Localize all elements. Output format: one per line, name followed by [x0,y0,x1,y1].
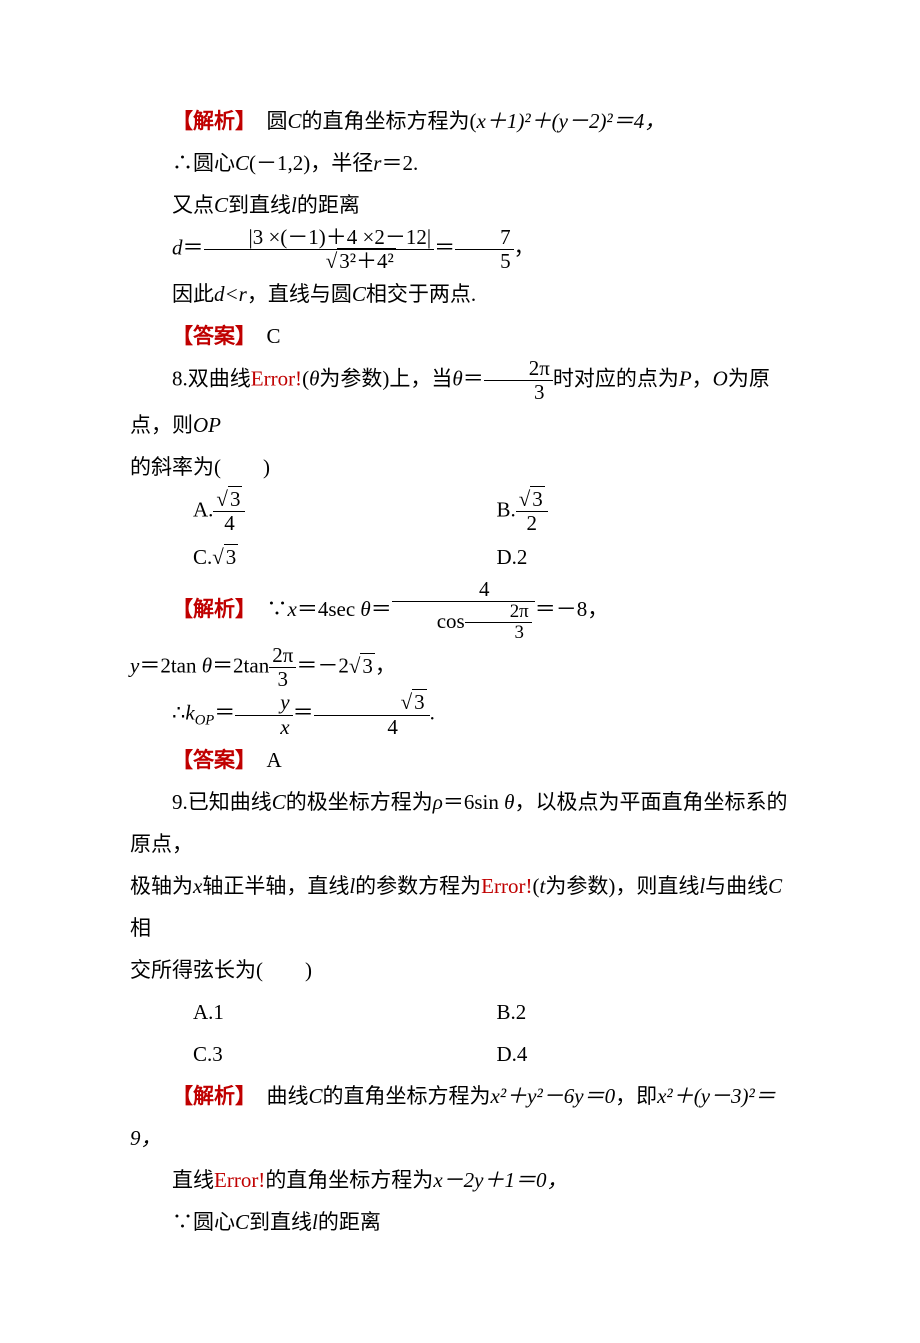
analysis-label: 【解析】 [172,597,246,621]
q8-answer: 【答案】 A [130,739,800,781]
analysis-label: 【解析】 [172,109,246,133]
q8-slope-equation: ∴kOP＝yx＝√34. [130,691,800,738]
q8-option-a: A.√34 [193,488,497,535]
q9-option-b: B.2 [497,991,801,1033]
q8-y-equation: y＝2tan θ＝2tan2π3＝－2√3， [130,644,800,691]
q7-d-frac2: 75 [455,226,514,273]
q9-option-d: D.4 [497,1033,801,1075]
q7-analysis-line5: 因此d<r，直线与圆C相交于两点. [130,273,800,315]
error-text: Error! [481,874,532,898]
q7-eq1: x＋1)²＋(y－2)²＝4， [477,109,666,133]
q8-options-row2: C.√3 D.2 [193,536,800,578]
q8-option-b: B.√32 [497,488,801,535]
q9-options-row1: A.1 B.2 [193,991,800,1033]
q7-d-frac1: |3 ×(－1)＋4 ×2－12|√3²＋4² [204,226,435,273]
answer-label: 【答案】 [172,748,246,772]
page-content: 【解析】 圆C的直角坐标方程为(x＋1)²＋(y－2)²＝4， ∴圆心C(－1,… [0,0,920,1343]
q9-options-row2: C.3 D.4 [193,1033,800,1075]
q9-option-a: A.1 [193,991,497,1033]
error-text: Error! [214,1168,265,1192]
q8-option-c: C.√3 [193,536,497,578]
q7-analysis-line2: ∴圆心C(－1,2)，半径r＝2. [130,142,800,184]
q7-analysis-line3: 又点C到直线l的距离 [130,184,800,226]
q9-analysis-line3: ∵圆心C到直线l的距离 [130,1201,800,1243]
analysis-label: 【解析】 [172,1084,246,1108]
q8-option-d: D.2 [497,536,801,578]
q8-stem-line1: 8.双曲线Error!(θ为参数)上，当θ＝2π3时对应的点为P，O为原点，则O… [130,357,800,446]
q9-option-c: C.3 [193,1033,497,1075]
q8-2pi3: 2π3 [484,357,553,404]
q9-analysis-line2: 直线Error!的直角坐标方程为x－2y＋1＝0， [130,1159,800,1201]
answer-label: 【答案】 [172,324,246,348]
q9-stem-line1: 9.已知曲线C的极坐标方程为ρ＝6sin θ，以极点为平面直角坐标系的原点， [130,781,800,865]
q9-analysis-line1: 【解析】 曲线C的直角坐标方程为x²＋y²－6y＝0，即x²＋(y－3)²＝9， [130,1075,800,1159]
q8-sec-frac: 4cos2π3 [392,578,535,645]
q9-stem-line3: 交所得弦长为( ) [130,949,800,991]
q7-d-equation: d＝|3 ×(－1)＋4 ×2－12|√3²＋4²＝75， [130,226,800,273]
q8-options-row1: A.√34 B.√32 [193,488,800,535]
q8-stem-line2: 的斜率为( ) [130,446,800,488]
q8-analysis-line1: 【解析】 ∵x＝4sec θ＝4cos2π3＝－8， [130,578,800,645]
q7-analysis-line1: 【解析】 圆C的直角坐标方程为(x＋1)²＋(y－2)²＝4， [130,100,800,142]
q7-answer: 【答案】 C [130,315,800,357]
q9-stem-line2: 极轴为x轴正半轴，直线l的参数方程为Error!(t为参数)，则直线l与曲线C相 [130,865,800,949]
error-text: Error! [251,367,302,391]
